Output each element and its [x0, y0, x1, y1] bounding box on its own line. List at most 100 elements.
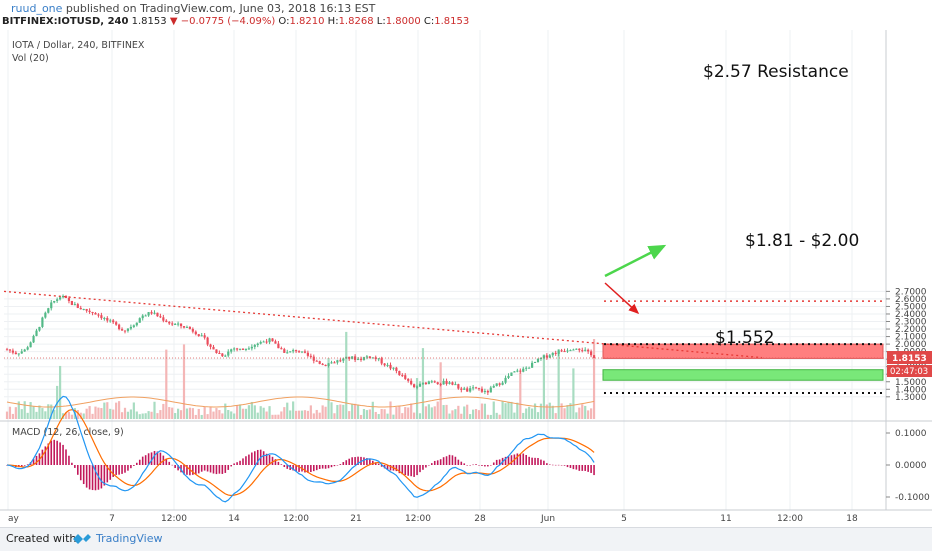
volume-bar [395, 407, 398, 419]
candle [339, 360, 342, 362]
candle [230, 349, 233, 352]
candle [374, 357, 377, 360]
candle [126, 328, 130, 331]
macd-histogram-bar [525, 454, 527, 465]
candle [525, 367, 528, 369]
candle [250, 346, 253, 349]
volume-bar [507, 401, 510, 419]
candle [501, 382, 504, 385]
macd-histogram-bar [248, 454, 250, 465]
volume-bar [162, 403, 165, 419]
volume-bar [297, 410, 301, 419]
macd-histogram-bar [68, 455, 70, 465]
macd-histogram-bar [560, 465, 563, 466]
macd-histogram-bar [466, 465, 468, 466]
volume-bar [448, 413, 451, 419]
volume-bar [377, 414, 380, 419]
candle [477, 388, 481, 390]
volume-bar [206, 414, 209, 419]
macd-histogram-bar [88, 465, 91, 490]
macd-histogram-bar [298, 465, 300, 472]
candle [407, 378, 410, 381]
candle [17, 353, 20, 355]
time-tick-label: 21 [350, 514, 361, 524]
volume-bar [247, 405, 250, 419]
candle [103, 318, 106, 320]
macd-histogram-bar [195, 465, 197, 475]
chart-canvas[interactable]: $2.57 Resistance $1.81 - $2.00 $1.552 2.70… [0, 0, 932, 527]
macd-histogram-bar [484, 465, 486, 467]
volume-bar [97, 407, 100, 419]
price-tick-label: 1.4000 [895, 385, 927, 395]
candle [206, 337, 209, 345]
volume-bar [76, 410, 79, 419]
macd-histogram-bar [292, 465, 294, 471]
candle [144, 315, 147, 317]
bullish-arrow [604, 244, 667, 278]
main-legend: IOTA / Dollar, 240, BITFINEX [12, 40, 145, 51]
candle [165, 320, 168, 322]
volume-bar [551, 405, 554, 419]
volume-bar [32, 406, 35, 419]
candle [581, 350, 584, 352]
candle [389, 364, 392, 369]
macd-histogram-bar [386, 465, 389, 470]
volume-bar [554, 413, 557, 419]
candle [73, 304, 76, 306]
volume-bar [362, 408, 366, 419]
author-link[interactable]: ruud_one [11, 2, 63, 15]
macd-histogram-bar [127, 465, 129, 471]
candle [542, 355, 545, 358]
tradingview-link[interactable]: TradingView [96, 532, 163, 545]
price-tick-label: 2.3000 [895, 318, 927, 328]
candle [224, 355, 227, 357]
macd-histogram-bar [206, 465, 209, 472]
volume-bar [5, 411, 9, 419]
candle [312, 356, 315, 361]
macd-histogram-bar [274, 459, 277, 465]
candle [480, 388, 484, 392]
volume-bar [177, 408, 180, 419]
target-label: $1.552 [715, 328, 774, 348]
close-value: 1.8153 [434, 16, 470, 27]
macd-histogram-bar [451, 455, 454, 465]
macd-histogram-bar [460, 461, 463, 465]
macd-histogram-bar [277, 461, 280, 465]
candle [300, 351, 304, 353]
volume-bar [29, 402, 32, 419]
volume-bar [179, 410, 183, 419]
volume-bar [563, 408, 566, 419]
macd-tick-label: 0.0000 [895, 461, 927, 471]
macd-histogram-bar [516, 453, 519, 465]
macd-histogram-bar [318, 465, 321, 469]
volume-bar [59, 365, 62, 419]
volume-bar [295, 410, 298, 419]
volume-bar [572, 368, 575, 419]
volume-bar [457, 405, 460, 419]
candle [53, 300, 56, 303]
candle [377, 358, 380, 360]
candle [371, 357, 374, 359]
macd-histogram-bar [569, 465, 572, 468]
candle [427, 381, 430, 385]
last-price: 1.8153 [131, 16, 167, 27]
macd-histogram-bar [262, 451, 265, 465]
candle [413, 384, 416, 388]
macd-histogram-bar [369, 459, 371, 465]
low-value: 1.8000 [385, 16, 421, 27]
candle [218, 353, 221, 355]
volume-bar [8, 406, 12, 419]
volume-bar [463, 406, 466, 419]
countdown-label: 02:47:03 [890, 367, 928, 377]
time-tick-label: 12:00 [161, 514, 187, 524]
volume-bar [35, 411, 38, 419]
macd-histogram-bar [218, 465, 221, 474]
macd-histogram-bar [94, 465, 97, 491]
macd-histogram-bar [531, 457, 533, 465]
macd-histogram-bar [44, 446, 47, 465]
candle [97, 314, 100, 316]
macd-histogram-bar [398, 465, 401, 474]
volume-bar [472, 409, 475, 419]
candle [236, 348, 239, 350]
macd-histogram-bar [100, 465, 103, 489]
